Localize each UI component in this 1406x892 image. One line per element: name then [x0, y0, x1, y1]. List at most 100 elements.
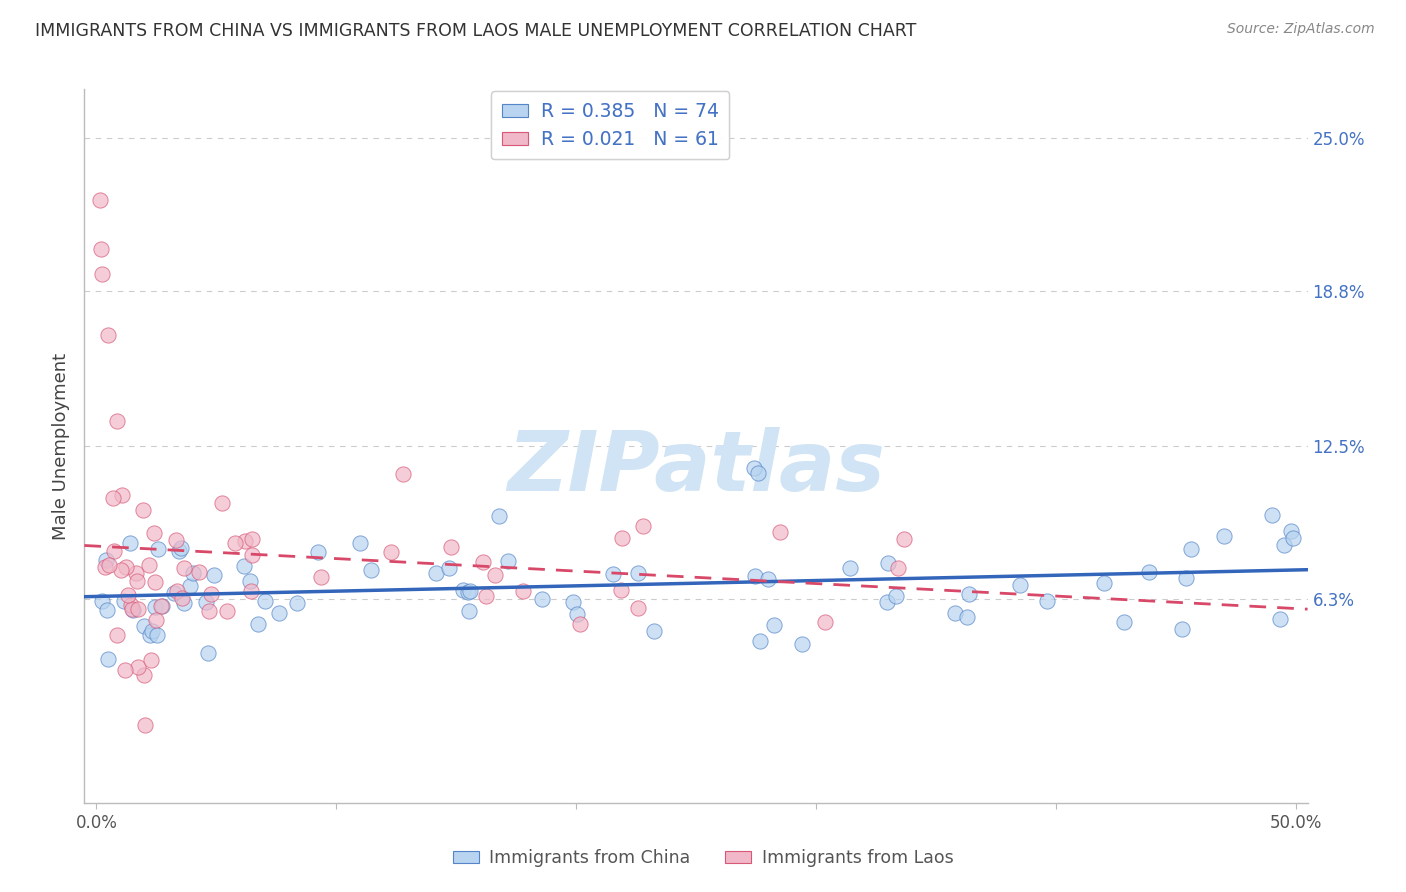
Point	[110, 488, 132, 502]
Point	[790, 637, 813, 651]
Text: IMMIGRANTS FROM CHINA VS IMMIGRANTS FROM LAOS MALE UNEMPLOYMENT CORRELATION CHAR: IMMIGRANTS FROM CHINA VS IMMIGRANTS FROM…	[35, 22, 917, 40]
Point	[127, 660, 149, 674]
Point	[96, 553, 118, 567]
Point	[145, 613, 167, 627]
Point	[744, 461, 766, 475]
Point	[756, 572, 779, 586]
Point	[121, 602, 143, 616]
Point	[1282, 531, 1305, 545]
Point	[134, 718, 156, 732]
Point	[200, 587, 222, 601]
Point	[132, 619, 155, 633]
Point	[115, 560, 138, 574]
Point	[239, 574, 262, 589]
Point	[561, 595, 583, 609]
Point	[311, 570, 333, 584]
Point	[125, 574, 148, 588]
Point	[247, 617, 270, 632]
Point	[893, 533, 915, 547]
Point	[145, 599, 167, 614]
Point	[475, 589, 498, 603]
Point	[131, 503, 153, 517]
Point	[202, 567, 225, 582]
Point	[943, 607, 966, 621]
Point	[957, 586, 980, 600]
Point	[194, 595, 217, 609]
Point	[198, 605, 221, 619]
Point	[451, 582, 474, 597]
Point	[360, 563, 382, 577]
Point	[884, 589, 907, 603]
Point	[838, 561, 860, 575]
Point	[610, 583, 633, 598]
Legend: R = 0.385   N = 74, R = 0.021   N = 61: R = 0.385 N = 74, R = 0.021 N = 61	[491, 92, 730, 160]
Point	[188, 565, 211, 579]
Point	[89, 193, 111, 207]
Y-axis label: Male Unemployment: Male Unemployment	[52, 352, 70, 540]
Point	[1268, 612, 1291, 626]
Point	[496, 554, 519, 568]
Point	[134, 668, 156, 682]
Point	[1010, 577, 1032, 591]
Point	[643, 624, 665, 638]
Point	[749, 633, 772, 648]
Point	[886, 561, 908, 575]
Point	[1180, 542, 1202, 557]
Point	[217, 604, 239, 618]
Point	[627, 601, 650, 615]
Point	[1114, 615, 1136, 630]
Point	[142, 526, 165, 541]
Point	[763, 617, 786, 632]
Point	[120, 598, 142, 612]
Point	[254, 593, 277, 607]
Point	[484, 568, 506, 582]
Point	[267, 606, 290, 620]
Point	[1137, 565, 1160, 579]
Point	[110, 563, 132, 577]
Point	[425, 566, 447, 580]
Point	[93, 559, 115, 574]
Point	[90, 242, 112, 256]
Point	[98, 558, 121, 572]
Point	[181, 566, 204, 580]
Point	[380, 545, 402, 559]
Point	[117, 588, 139, 602]
Point	[96, 603, 118, 617]
Point	[440, 541, 463, 555]
Point	[627, 566, 650, 580]
Point	[1092, 575, 1115, 590]
Point	[1212, 529, 1234, 543]
Point	[1260, 508, 1282, 522]
Point	[125, 566, 148, 580]
Point	[139, 628, 162, 642]
Point	[91, 267, 114, 281]
Point	[146, 542, 169, 557]
Point	[112, 594, 135, 608]
Point	[458, 604, 481, 618]
Point	[141, 653, 163, 667]
Point	[1170, 622, 1192, 636]
Point	[391, 467, 413, 482]
Point	[457, 584, 479, 599]
Point	[437, 561, 460, 575]
Point	[170, 591, 193, 606]
Point	[285, 596, 308, 610]
Point	[121, 603, 143, 617]
Point	[1175, 571, 1198, 585]
Point	[1279, 524, 1302, 538]
Point	[141, 624, 163, 638]
Point	[150, 599, 173, 613]
Point	[232, 559, 254, 574]
Point	[458, 584, 481, 599]
Point	[631, 518, 654, 533]
Point	[471, 555, 494, 569]
Point	[105, 414, 128, 428]
Point	[127, 601, 149, 615]
Point	[170, 541, 193, 556]
Point	[876, 556, 898, 570]
Point	[744, 568, 766, 582]
Point	[101, 491, 124, 505]
Point	[610, 531, 633, 545]
Point	[307, 544, 329, 558]
Point	[747, 466, 769, 480]
